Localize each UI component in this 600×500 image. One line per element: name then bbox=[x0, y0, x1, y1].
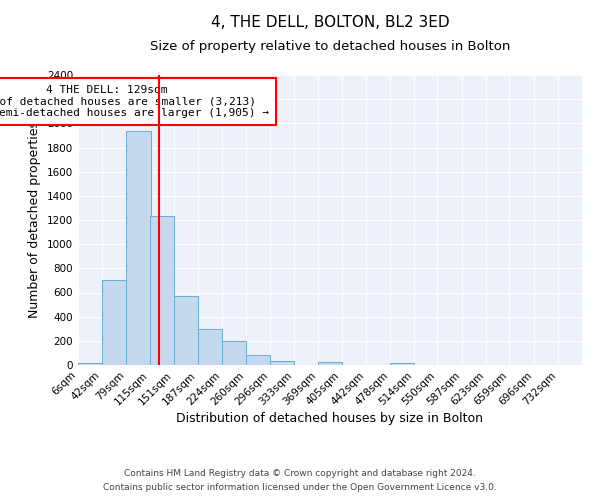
Text: Contains public sector information licensed under the Open Government Licence v3: Contains public sector information licen… bbox=[103, 484, 497, 492]
Bar bbox=[390, 362, 414, 365]
Bar bbox=[126, 130, 151, 365]
Text: Size of property relative to detached houses in Bolton: Size of property relative to detached ho… bbox=[150, 40, 510, 53]
Bar bbox=[269, 361, 294, 365]
Y-axis label: Number of detached properties: Number of detached properties bbox=[28, 122, 41, 318]
Bar bbox=[102, 280, 126, 365]
Bar bbox=[318, 362, 342, 365]
Bar bbox=[197, 329, 222, 365]
Bar bbox=[222, 341, 247, 365]
X-axis label: Distribution of detached houses by size in Bolton: Distribution of detached houses by size … bbox=[176, 412, 484, 426]
Text: 4, THE DELL, BOLTON, BL2 3ED: 4, THE DELL, BOLTON, BL2 3ED bbox=[211, 15, 449, 30]
Bar bbox=[78, 362, 103, 365]
Bar bbox=[246, 356, 270, 365]
Text: Contains HM Land Registry data © Crown copyright and database right 2024.: Contains HM Land Registry data © Crown c… bbox=[124, 468, 476, 477]
Text: 4 THE DELL: 129sqm
← 62% of detached houses are smaller (3,213)
37% of semi-deta: 4 THE DELL: 129sqm ← 62% of detached hou… bbox=[0, 84, 269, 118]
Bar bbox=[150, 216, 175, 365]
Bar bbox=[174, 296, 198, 365]
